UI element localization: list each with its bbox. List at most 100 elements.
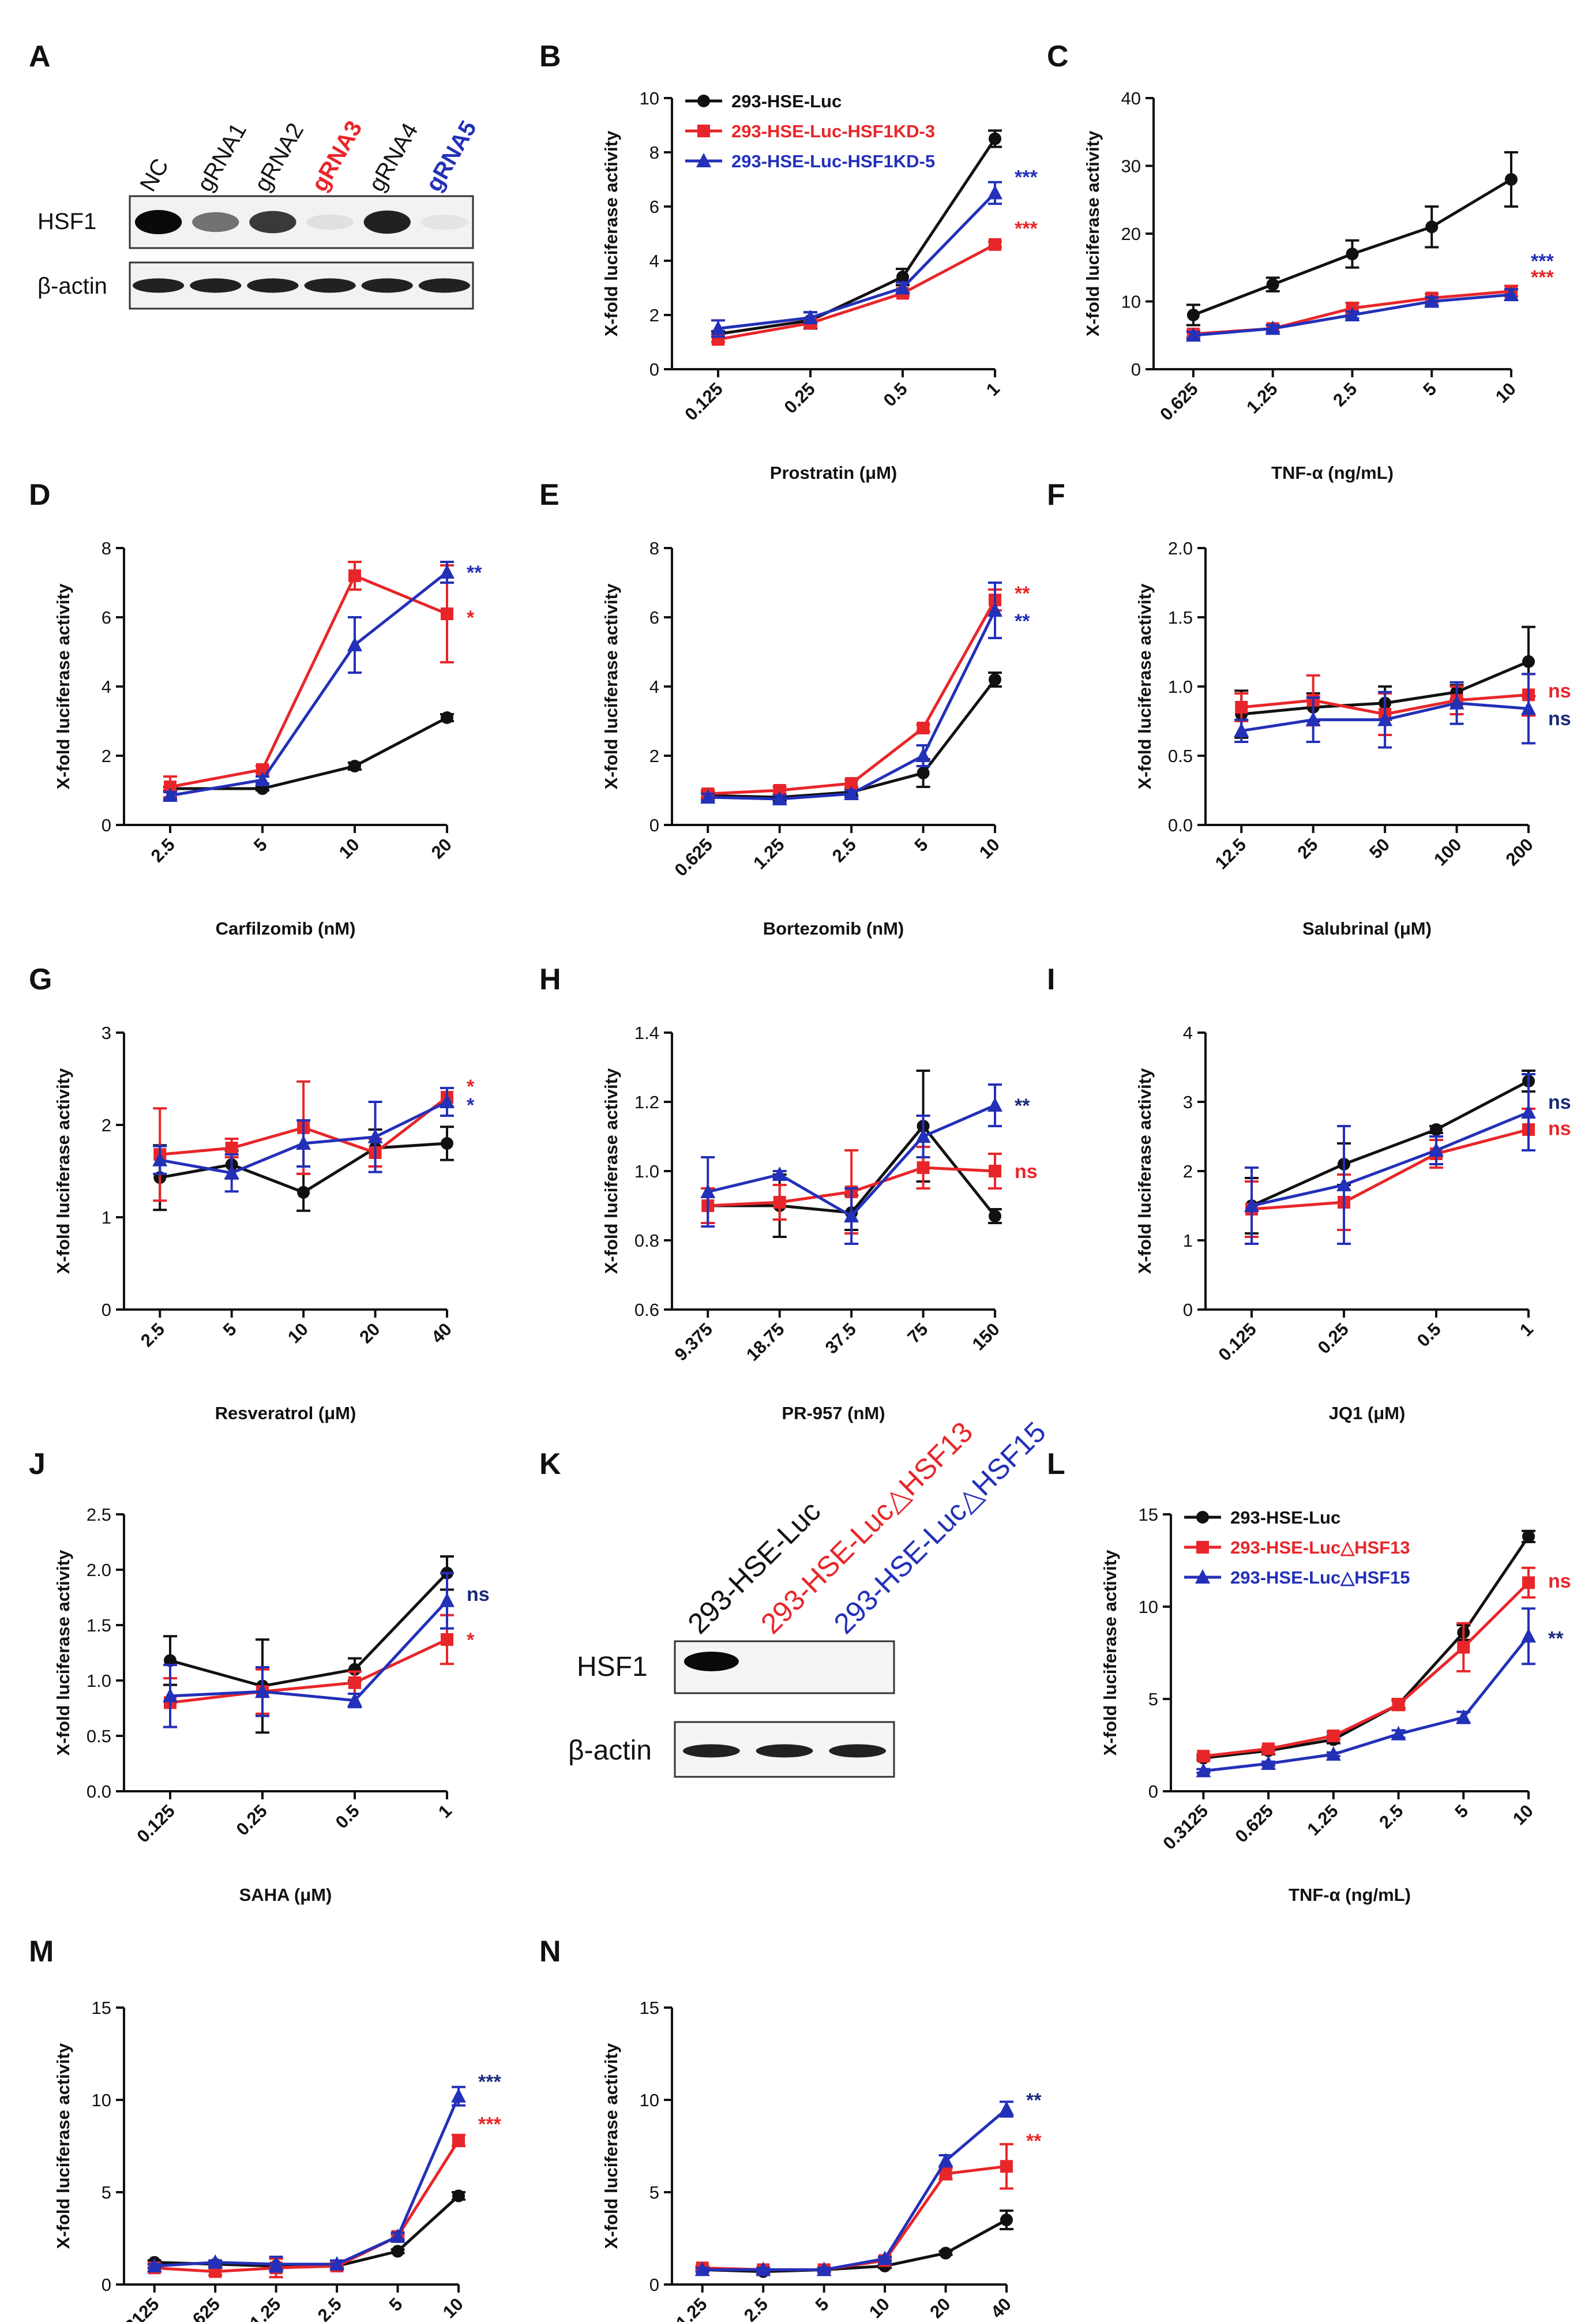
x-tick-label: 0.5 — [880, 378, 911, 410]
y-tick-label: 1.0 — [1168, 677, 1193, 697]
data-point — [441, 607, 453, 620]
y-axis-label: X-fold luciferase activity — [1135, 583, 1155, 789]
data-point — [989, 673, 1001, 686]
panel-letter-i: I — [1047, 963, 1055, 996]
data-point — [163, 1687, 178, 1702]
series-line — [702, 2108, 1008, 2271]
data-point — [844, 786, 859, 800]
x-axis-label: Carfilzomib (nM) — [216, 918, 356, 939]
significance-label: ** — [1548, 1627, 1564, 1649]
significance-label: ** — [1015, 583, 1030, 605]
series-blue — [700, 582, 1002, 805]
x-tick-label: 50 — [1365, 834, 1394, 862]
x-tick-label: 5 — [385, 2294, 407, 2315]
y-tick-label: 6 — [102, 607, 111, 628]
data-point — [816, 2261, 832, 2276]
series-red — [695, 2143, 1013, 2276]
data-point — [1336, 1177, 1351, 1191]
lane-label: gRNA5 — [421, 117, 482, 196]
actin-strip — [129, 261, 474, 310]
data-point — [694, 2261, 710, 2276]
actin-band — [132, 278, 185, 293]
series-line — [1203, 1635, 1530, 1773]
y-tick-label: 10 — [92, 2090, 111, 2110]
data-point — [147, 2258, 162, 2272]
data-point — [915, 1128, 931, 1143]
x-axis-label: TNF-α (ng/mL) — [1271, 463, 1394, 483]
y-tick-label: 8 — [649, 142, 659, 163]
y-tick-label: 15 — [640, 1998, 659, 2018]
x-tick-label: 10 — [284, 1319, 312, 1347]
y-tick-label: 2 — [102, 1115, 111, 1135]
y-tick-label: 4 — [102, 677, 111, 697]
y-tick-label: 2.5 — [87, 1505, 111, 1525]
data-point — [1429, 1142, 1444, 1157]
data-point — [1504, 286, 1519, 301]
data-point — [1234, 722, 1249, 737]
y-axis-label: X-fold luciferase activity — [53, 1068, 73, 1274]
significance-label: *** — [1015, 218, 1038, 240]
data-point — [391, 2245, 404, 2258]
x-tick-label: 5 — [1451, 1800, 1472, 1822]
series-blue — [700, 1083, 1002, 1245]
data-point — [1521, 1628, 1536, 1643]
data-point — [1505, 173, 1518, 186]
data-point — [441, 1633, 453, 1646]
significance-label: *** — [478, 2114, 501, 2136]
y-tick-label: 5 — [1148, 1689, 1158, 1709]
significance-label: * — [467, 1629, 475, 1651]
series-black — [163, 1555, 454, 1734]
y-axis-label: X-fold luciferase activity — [601, 2043, 621, 2249]
y-axis-label: X-fold luciferase activity — [1083, 130, 1103, 336]
data-point — [989, 1165, 1001, 1177]
legend-marker — [696, 153, 711, 167]
data-point — [152, 1151, 168, 1166]
chart-l: 0 5 10 15 0.3125 0.625 1.25 2.5 5 10 TNF-α (ng/mL)… — [1100, 1505, 1571, 1905]
x-tick-label: 0.25 — [780, 378, 819, 417]
hsf1-band — [684, 1652, 739, 1671]
y-tick-label: 10 — [1121, 292, 1141, 312]
x-tick-label: 10 — [1492, 378, 1520, 407]
data-point — [772, 791, 787, 805]
data-point — [989, 132, 1001, 145]
data-point — [297, 1186, 310, 1199]
y-tick-label: 8 — [102, 538, 111, 558]
series-line — [708, 609, 997, 801]
y-tick-label: 0 — [649, 815, 659, 835]
actin-band — [190, 278, 242, 293]
x-tick-label: 5 — [812, 2294, 833, 2315]
data-point — [441, 1137, 453, 1150]
x-tick-label: 37.5 — [821, 1319, 860, 1357]
x-tick-label: 0.125 — [133, 1800, 179, 1847]
data-point — [773, 784, 786, 797]
series-black — [1186, 151, 1518, 327]
data-point — [1522, 1530, 1535, 1543]
y-tick-label: 0 — [1148, 1781, 1158, 1802]
x-tick-label: 0.625 — [671, 834, 717, 880]
x-tick-label: 100 — [1430, 834, 1465, 869]
data-point — [367, 1128, 383, 1143]
y-tick-label: 0 — [102, 2275, 111, 2295]
data-point — [1457, 1641, 1470, 1654]
y-tick-label: 3 — [1183, 1092, 1193, 1112]
series-blue — [163, 561, 455, 802]
x-tick-label: 2.5 — [740, 2294, 772, 2322]
actin-band — [361, 278, 413, 293]
y-tick-label: 20 — [1121, 224, 1141, 244]
series-line — [170, 573, 448, 789]
y-tick-label: 0 — [102, 1300, 111, 1320]
x-tick-label: 10 — [1509, 1800, 1537, 1829]
y-tick-label: 30 — [1121, 156, 1141, 177]
x-tick-label: 12.5 — [1211, 834, 1250, 873]
y-tick-label: 2.0 — [1168, 538, 1193, 558]
y-tick-label: 3 — [102, 1023, 111, 1043]
x-tick-label: 0.625 — [1156, 378, 1202, 425]
data-point — [1266, 278, 1279, 291]
data-point — [1265, 320, 1280, 335]
hsf1-band — [306, 214, 354, 230]
x-tick-label: 2.5 — [828, 834, 860, 866]
y-tick-label: 0.8 — [634, 1231, 659, 1251]
legend-label: 293-HSE-Luc-HSF1KD-3 — [731, 121, 935, 141]
series-blue — [711, 181, 1002, 338]
y-tick-label: 10 — [1139, 1597, 1158, 1617]
